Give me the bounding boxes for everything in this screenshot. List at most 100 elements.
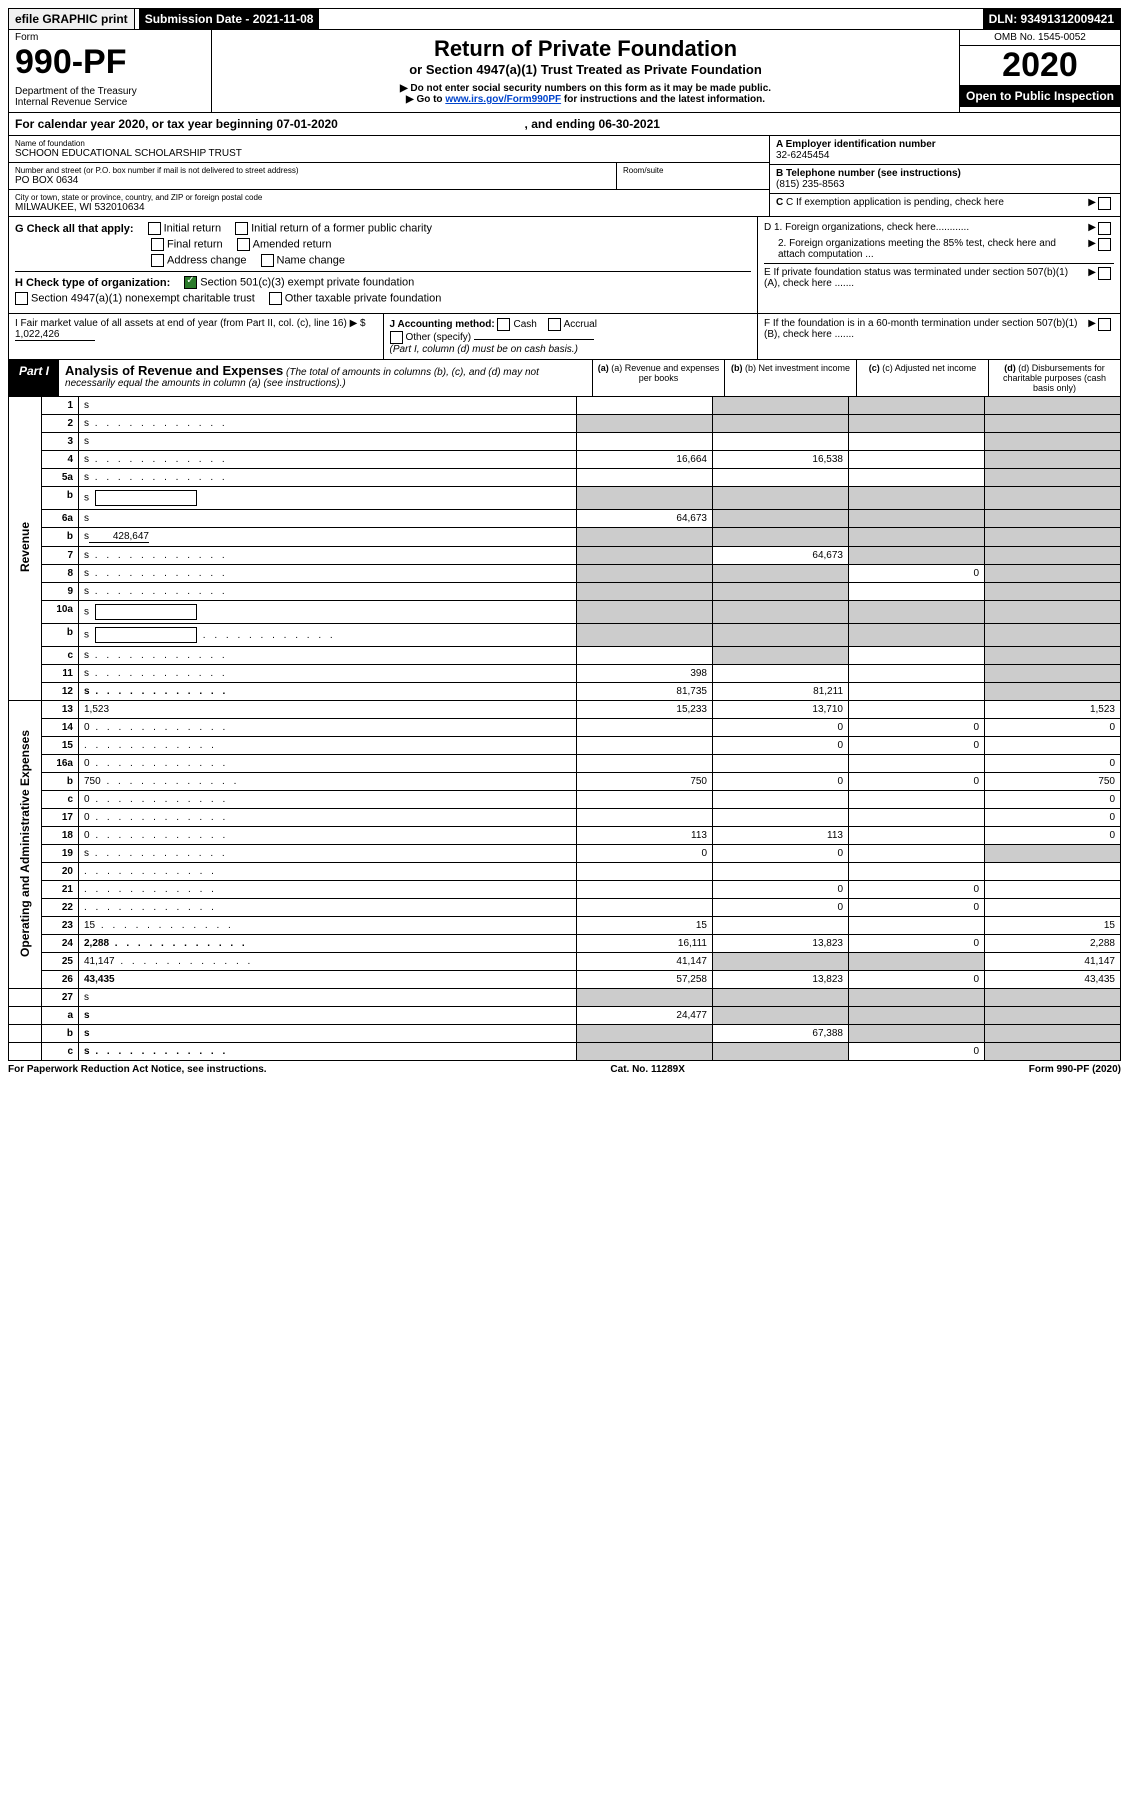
cell-value: 113 <box>577 827 713 845</box>
g-initial-return[interactable] <box>148 222 161 235</box>
cell-shaded <box>577 528 713 547</box>
cell-shaded <box>849 989 985 1007</box>
g-name-change[interactable] <box>261 254 274 267</box>
cell-value: 43,435 <box>985 971 1121 989</box>
row-number: 15 <box>42 737 79 755</box>
cell-value: 81,735 <box>577 683 713 701</box>
h-other-taxable[interactable] <box>269 292 282 305</box>
omb-number: OMB No. 1545-0052 <box>960 30 1120 46</box>
cell-value <box>713 809 849 827</box>
h-501c3[interactable] <box>184 276 197 289</box>
h-4947[interactable] <box>15 292 28 305</box>
city-state-zip: MILWAUKEE, WI 532010634 <box>15 202 763 213</box>
section-revenue: Revenue <box>9 397 42 701</box>
submission-date: Submission Date - 2021-11-08 <box>139 9 320 29</box>
page-footer: For Paperwork Reduction Act Notice, see … <box>8 1061 1121 1075</box>
cell-value: 750 <box>985 773 1121 791</box>
i-label: I Fair market value of all assets at end… <box>15 318 366 329</box>
cell-value: 0 <box>849 881 985 899</box>
row-number: 23 <box>42 917 79 935</box>
col-d: (d) (d) Disbursements for charitable pur… <box>988 360 1120 396</box>
cell-value <box>577 899 713 917</box>
cell-value <box>849 845 985 863</box>
g-initial-former[interactable] <box>235 222 248 235</box>
department: Department of the Treasury Internal Reve… <box>15 86 205 108</box>
ein-label: A Employer identification number <box>776 139 1114 150</box>
cell-value: 57,258 <box>577 971 713 989</box>
row-desc: s <box>79 510 577 528</box>
instr-goto: ▶ Go to www.irs.gov/Form990PF for instru… <box>218 94 953 105</box>
row-desc: s <box>79 415 577 433</box>
cell-shaded <box>713 989 849 1007</box>
row-number: b <box>42 773 79 791</box>
cell-shaded <box>985 397 1121 415</box>
cell-value: 0 <box>713 773 849 791</box>
cell-value <box>577 737 713 755</box>
ijf-row: I Fair market value of all assets at end… <box>8 314 1121 360</box>
row-desc <box>79 899 577 917</box>
cell-shaded <box>713 565 849 583</box>
g-amended[interactable] <box>237 238 250 251</box>
cell-value <box>985 737 1121 755</box>
cell-value <box>577 755 713 773</box>
form-label: Form <box>15 32 205 43</box>
form-title: Return of Private Foundation <box>218 36 953 62</box>
cell-shaded <box>577 1025 713 1043</box>
cell-value: 0 <box>849 935 985 953</box>
spacer <box>9 1025 42 1043</box>
j-cash[interactable] <box>497 318 510 331</box>
cell-value <box>985 899 1121 917</box>
row-desc: s <box>79 1025 577 1043</box>
cell-shaded <box>849 487 985 510</box>
cell-shaded <box>577 1043 713 1061</box>
row-desc: s <box>79 624 577 647</box>
cell-shaded <box>849 547 985 565</box>
j-other[interactable] <box>390 331 403 344</box>
row-number: 10a <box>42 601 79 624</box>
e-checkbox[interactable] <box>1098 267 1111 280</box>
c-checkbox[interactable] <box>1098 197 1111 210</box>
cell-value: 0 <box>985 827 1121 845</box>
g-final-return[interactable] <box>151 238 164 251</box>
phone: (815) 235-8563 <box>776 179 1114 190</box>
cell-shaded <box>849 1025 985 1043</box>
cell-shaded <box>985 487 1121 510</box>
efile-print-button[interactable]: efile GRAPHIC print <box>9 9 135 29</box>
cell-value: 0 <box>849 773 985 791</box>
cell-shaded <box>713 1007 849 1025</box>
irs-link[interactable]: www.irs.gov/Form990PF <box>445 94 561 105</box>
cell-value <box>849 433 985 451</box>
h-label: H Check type of organization: <box>15 277 170 289</box>
f-label: F If the foundation is in a 60-month ter… <box>764 318 1086 340</box>
g-address-change[interactable] <box>151 254 164 267</box>
cell-value: 41,147 <box>577 953 713 971</box>
j-note: (Part I, column (d) must be on cash basi… <box>390 344 578 355</box>
phone-label: B Telephone number (see instructions) <box>776 168 1114 179</box>
row-number: c <box>42 1043 79 1061</box>
row-desc: s <box>79 1007 577 1025</box>
row-desc: 750 <box>79 773 577 791</box>
f-checkbox[interactable] <box>1098 318 1111 331</box>
form-number: 990-PF <box>15 43 205 82</box>
row-number: 1 <box>42 397 79 415</box>
cal-mid: , and ending <box>525 117 599 131</box>
d1-checkbox[interactable] <box>1098 222 1111 235</box>
address: PO BOX 0634 <box>15 175 610 186</box>
d2-checkbox[interactable] <box>1098 238 1111 251</box>
cell-value: 0 <box>849 719 985 737</box>
row-number: 19 <box>42 845 79 863</box>
cell-value: 0 <box>713 719 849 737</box>
open-to-public: Open to Public Inspection <box>960 85 1120 107</box>
foundation-name: SCHOON EDUCATIONAL SCHOLARSHIP TRUST <box>15 148 763 159</box>
j-accrual[interactable] <box>548 318 561 331</box>
instr-no-ssn: ▶ Do not enter social security numbers o… <box>218 83 953 94</box>
cell-value <box>577 809 713 827</box>
cell-shaded <box>985 583 1121 601</box>
cell-shaded <box>985 1043 1121 1061</box>
cell-value <box>713 917 849 935</box>
j-label: J Accounting method: <box>390 319 495 330</box>
cell-value <box>577 433 713 451</box>
cell-value: 0 <box>849 565 985 583</box>
col-b: (b) (b) Net investment income <box>724 360 856 396</box>
col-c: (c) (c) Adjusted net income <box>856 360 988 396</box>
